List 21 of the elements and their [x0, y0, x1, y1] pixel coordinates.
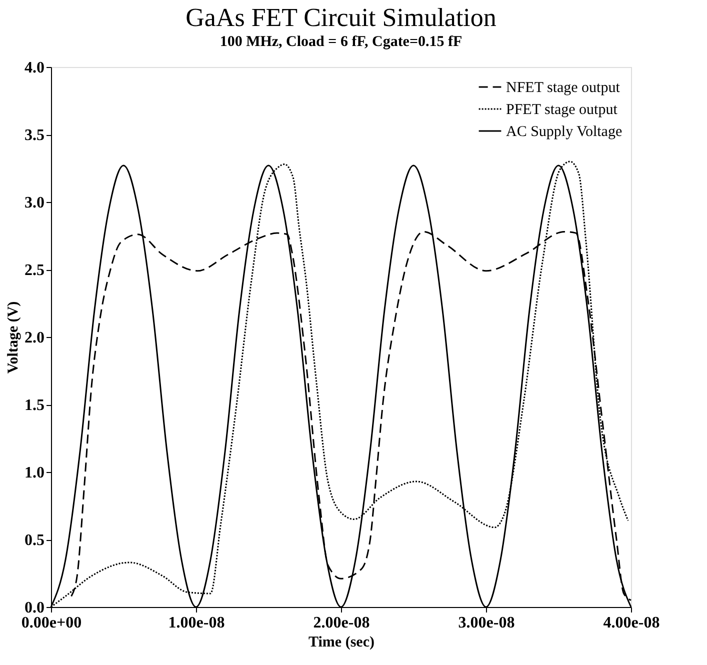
chart-title: GaAs FET Circuit Simulation: [186, 3, 496, 32]
legend-label: AC Supply Voltage: [506, 124, 622, 140]
y-tick-label: 3.0: [24, 194, 44, 212]
x-tick-label: 3.00e-08: [458, 614, 515, 632]
legend-label: NFET stage output: [506, 80, 621, 96]
y-tick-label: 1.0: [24, 464, 44, 482]
x-tick-label: 0.00e+00: [21, 614, 82, 632]
y-tick-label: 4.0: [24, 60, 44, 76]
y-tick-label: 0.0: [24, 600, 44, 616]
x-tick-label: 1.00e-08: [168, 614, 225, 632]
x-axis-title: Time (sec): [308, 634, 374, 650]
x-tick-label: 2.00e-08: [313, 614, 370, 632]
y-tick-label: 2.0: [24, 330, 44, 346]
y-tick-label: 2.5: [24, 262, 44, 279]
y-axis-title: Voltage (V): [6, 301, 22, 374]
y-tick-label: 0.5: [24, 532, 44, 549]
x-tick-label: 4.00e-08: [603, 614, 660, 632]
legend-label: PFET stage output: [506, 102, 618, 118]
chart-subtitle: 100 MHz, Cload = 6 fF, Cgate=0.15 fF: [220, 34, 462, 50]
y-tick-label: 3.5: [24, 127, 44, 144]
y-tick-label: 1.5: [24, 397, 44, 414]
